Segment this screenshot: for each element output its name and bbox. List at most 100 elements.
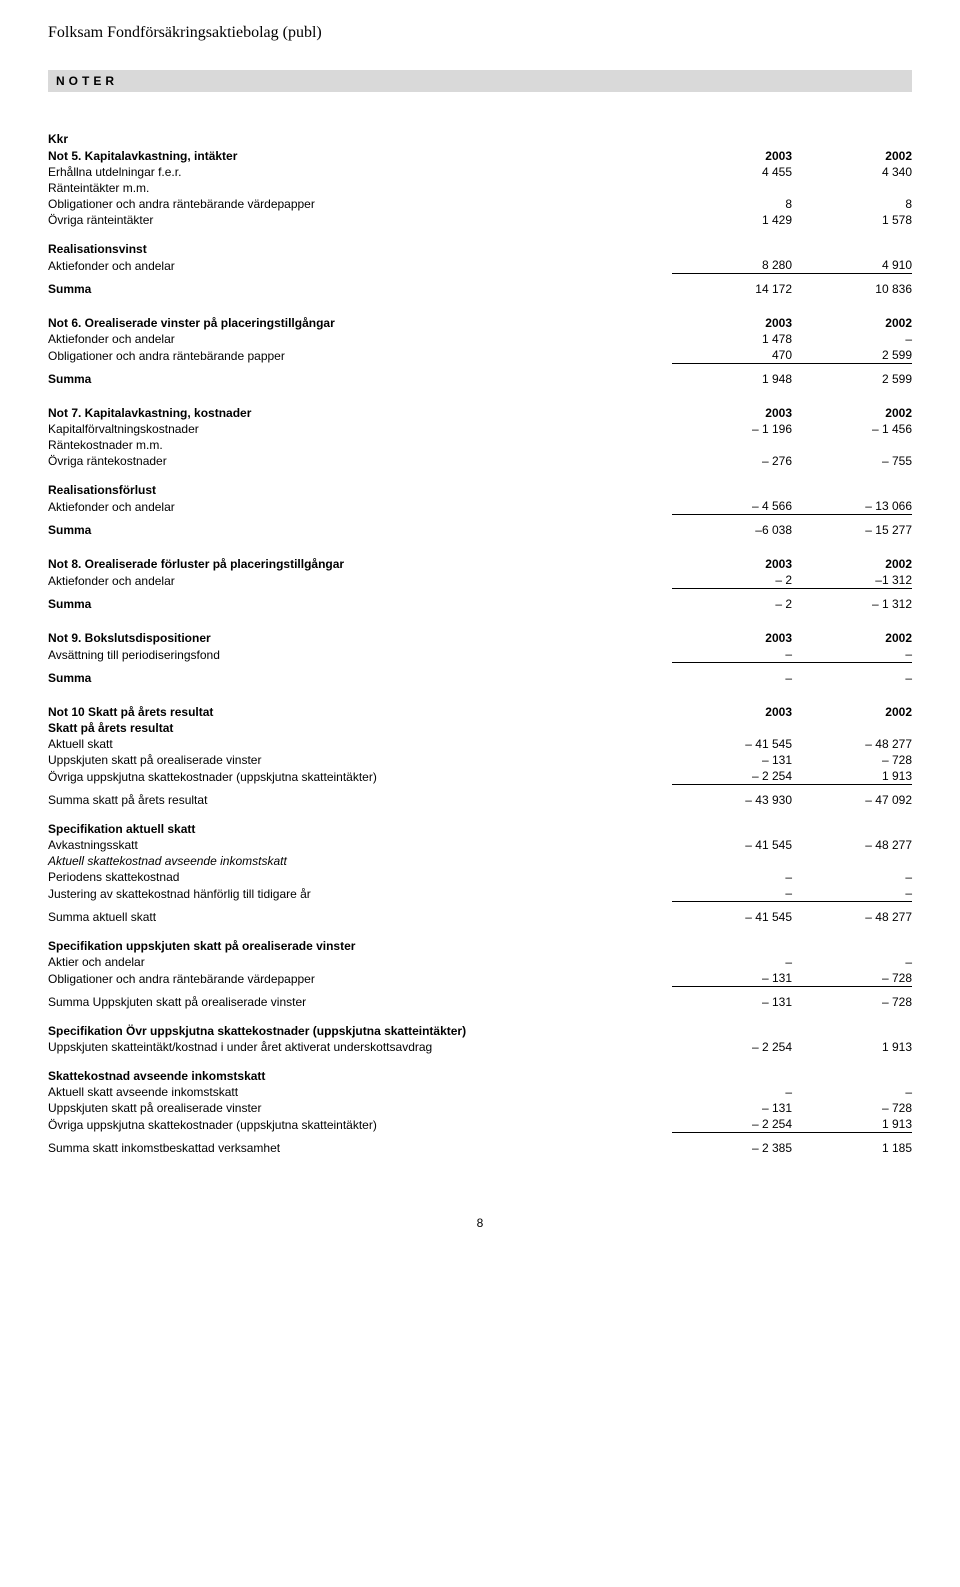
table-cell: 14 172 <box>672 274 792 298</box>
table-cell: 1 913 <box>792 1116 912 1133</box>
table-cell: Övriga uppskjutna skattekostnader (uppsk… <box>48 1116 672 1133</box>
table-cell <box>792 437 912 453</box>
section-header: NOTER <box>48 70 912 92</box>
not10-sum3-label: Summa Uppskjuten skatt på orealiserade v… <box>48 987 672 1011</box>
table-cell: Räntekostnader m.m. <box>48 437 672 453</box>
not9-year1: 2003 <box>672 630 792 646</box>
table-cell: Uppskjuten skatt på orealiserade vinster <box>48 752 672 768</box>
table-cell: – <box>792 1084 912 1100</box>
not10-h1: Skatt på årets resultat <box>48 720 672 736</box>
not6-year1: 2003 <box>672 315 792 331</box>
table-cell: – 4 566 <box>672 498 792 515</box>
not10-h5: Skattekostnad avseende inkomstskatt <box>48 1055 672 1084</box>
table-cell: Aktier och andelar <box>48 954 672 970</box>
table-cell: Erhållna utdelningar f.e.r. <box>48 164 672 180</box>
not7-year1: 2003 <box>672 405 792 421</box>
table-cell: – <box>672 646 792 663</box>
table-cell: – 41 545 <box>672 736 792 752</box>
not6-title: Not 6. Orealiserade vinster på placering… <box>48 315 672 331</box>
table-cell: 8 <box>792 196 912 212</box>
not5-year2: 2002 <box>792 148 912 164</box>
not5-title: Not 5. Kapitalavkastning, intäkter <box>48 148 672 164</box>
table-cell: – 13 066 <box>792 498 912 515</box>
table-cell: – <box>672 954 792 970</box>
table-cell: Ränteintäkter m.m. <box>48 180 672 196</box>
table-cell: – 47 092 <box>792 785 912 809</box>
not10-sum2-label: Summa aktuell skatt <box>48 902 672 926</box>
table-cell: Obligationer och andra räntebärande papp… <box>48 347 672 364</box>
table-cell: 8 280 <box>672 257 792 274</box>
not8-year2: 2002 <box>792 556 912 572</box>
not8-sum-label: Summa <box>48 589 672 613</box>
table-cell: – <box>672 1084 792 1100</box>
table-cell: – <box>672 885 792 902</box>
table-cell: 1 913 <box>792 768 912 785</box>
table-cell: – <box>792 663 912 687</box>
table-cell: – 755 <box>792 453 912 469</box>
not5-real-label: Realisationsvinst <box>48 228 672 257</box>
table-cell: Aktuell skatt avseende inkomstskatt <box>48 1084 672 1100</box>
table-cell <box>672 437 792 453</box>
not9-sum-label: Summa <box>48 663 672 687</box>
not9-title: Not 9. Bokslutsdispositioner <box>48 630 672 646</box>
table-cell: Justering av skattekostnad hänförlig til… <box>48 885 672 902</box>
not5-year1: 2003 <box>672 148 792 164</box>
table-cell: – 728 <box>792 752 912 768</box>
table-cell: – 131 <box>672 987 792 1011</box>
not7-sum-label: Summa <box>48 515 672 539</box>
table-cell: Övriga ränteintäkter <box>48 212 672 228</box>
not10-table: Not 10 Skatt på årets resultat 2003 2002… <box>48 704 912 1156</box>
not10-h4: Specifikation Övr uppskjutna skattekostn… <box>48 1010 672 1039</box>
not6-sum-label: Summa <box>48 364 672 388</box>
table-cell: – 276 <box>672 453 792 469</box>
table-cell: Kapitalförvaltningskostnader <box>48 421 672 437</box>
not10-sum5-label: Summa skatt inkomstbeskattad verksamhet <box>48 1133 672 1157</box>
table-cell: 8 <box>672 196 792 212</box>
table-cell: – 48 277 <box>792 902 912 926</box>
not10-year2: 2002 <box>792 704 912 720</box>
table-cell: Övriga räntekostnader <box>48 453 672 469</box>
table-cell: Aktiefonder och andelar <box>48 257 672 274</box>
table-cell: – <box>792 954 912 970</box>
table-cell: – 2 <box>672 589 792 613</box>
table-cell: – <box>792 869 912 885</box>
table-cell: Obligationer och andra räntebärande värd… <box>48 970 672 987</box>
table-cell: 1 185 <box>792 1133 912 1157</box>
table-cell: 4 910 <box>792 257 912 274</box>
not8-title: Not 8. Orealiserade förluster på placeri… <box>48 556 672 572</box>
table-cell: Aktiefonder och andelar <box>48 572 672 589</box>
table-cell: – 1 456 <box>792 421 912 437</box>
table-cell: – 41 545 <box>672 837 792 853</box>
table-cell: – 48 277 <box>792 736 912 752</box>
table-cell: 1 913 <box>792 1039 912 1055</box>
table-cell: – <box>792 331 912 347</box>
table-cell: – 728 <box>792 987 912 1011</box>
not5-table: Not 5. Kapitalavkastning, intäkter 2003 … <box>48 148 912 297</box>
table-cell: – 131 <box>672 752 792 768</box>
table-cell <box>672 180 792 196</box>
not10-ital2: Aktuell skattekostnad avseende inkomstsk… <box>48 853 672 869</box>
not10-sum1-label: Summa skatt på årets resultat <box>48 785 672 809</box>
not8-table: Not 8. Orealiserade förluster på placeri… <box>48 556 912 612</box>
not6-table: Not 6. Orealiserade vinster på placering… <box>48 315 912 387</box>
table-cell: 1 478 <box>672 331 792 347</box>
not10-h2: Specifikation aktuell skatt <box>48 808 672 837</box>
table-cell: Uppskjuten skatteintäkt/kostnad i under … <box>48 1039 672 1055</box>
table-cell: Avkastningsskatt <box>48 837 672 853</box>
table-cell: – <box>672 663 792 687</box>
table-cell: 10 836 <box>792 274 912 298</box>
not5-sum-label: Summa <box>48 274 672 298</box>
not7-table: Not 7. Kapitalavkastning, kostnader 2003… <box>48 405 912 538</box>
table-cell: Aktiefonder och andelar <box>48 498 672 515</box>
table-cell: – 131 <box>672 1100 792 1116</box>
not6-year2: 2002 <box>792 315 912 331</box>
table-cell: – <box>792 885 912 902</box>
table-cell: – <box>792 646 912 663</box>
table-cell: –6 038 <box>672 515 792 539</box>
table-cell: – 1 312 <box>792 589 912 613</box>
table-cell: – 2 385 <box>672 1133 792 1157</box>
table-cell <box>792 180 912 196</box>
table-cell: Obligationer och andra räntebärande värd… <box>48 196 672 212</box>
table-cell: – 728 <box>792 1100 912 1116</box>
table-cell: 2 599 <box>792 347 912 364</box>
